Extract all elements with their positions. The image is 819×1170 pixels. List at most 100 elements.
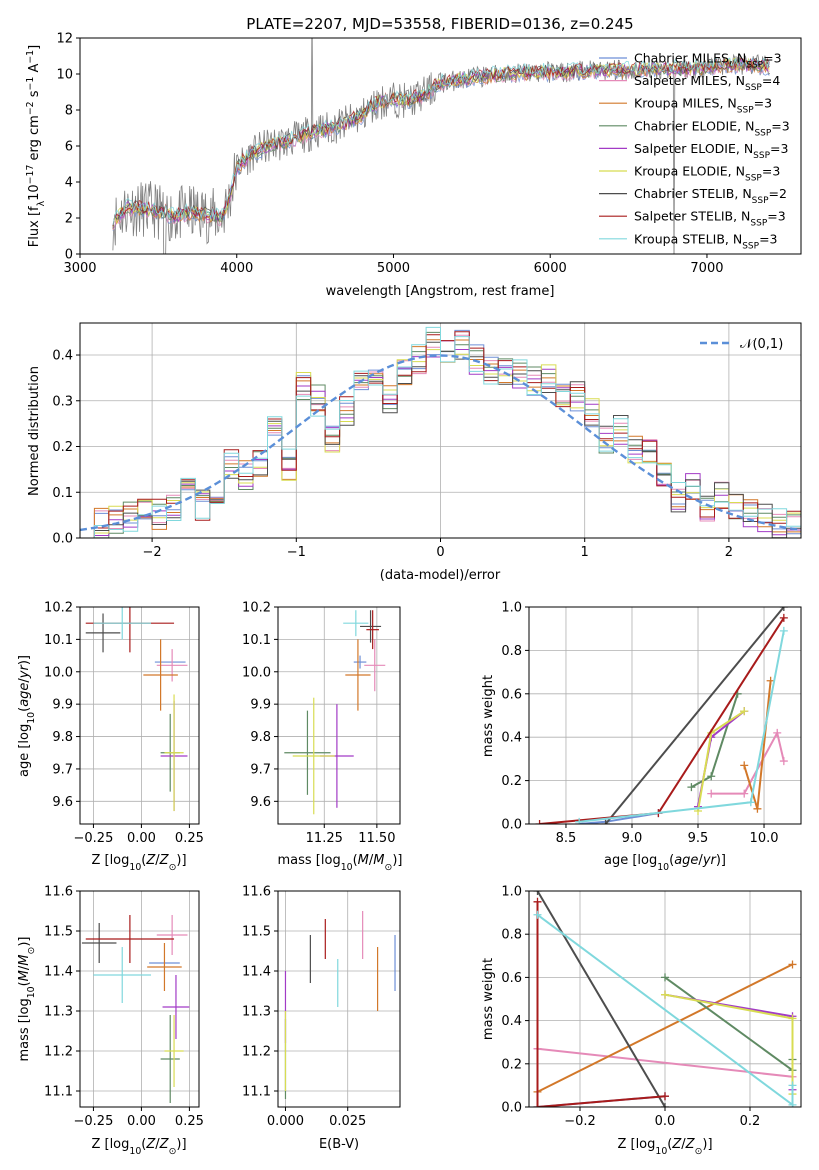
y-tick-label: 0.0 — [501, 1101, 522, 1116]
label-part: ⊙ — [385, 862, 393, 873]
label-part: log — [17, 998, 32, 1018]
label-part: Z — [159, 853, 170, 868]
figure-title: PLATE=2207, MJD=53558, FIBERID=0136, z=0… — [246, 15, 633, 33]
weight-line — [536, 901, 666, 1107]
label-part: 10 — [341, 862, 353, 873]
panel-mass_vs_EBV: 0.000 0.025 11.1 11.2 11.3 11.4 11.5 11.6 E(B-V) — [242, 885, 401, 1152]
y-axis-label: mass [log10(M/M⊙)] — [17, 936, 37, 1061]
label-part: Kroupa MILES, — [634, 96, 727, 111]
label-part: Salpeter STELIB, — [634, 209, 741, 224]
y-tick-label: 9.7 — [52, 762, 73, 777]
weight-marker — [661, 990, 669, 999]
y-tick-label: 9.6 — [52, 795, 73, 810]
x-tick-label: −0.25 — [74, 1114, 114, 1129]
label-part: −1 — [25, 77, 36, 91]
label-part: Z [ — [91, 853, 109, 868]
label-part: M — [373, 853, 384, 868]
y-tick-label: 11.6 — [44, 885, 73, 900]
weight-line — [537, 963, 793, 1093]
y-tick-label: 0.1 — [52, 486, 73, 501]
y-tick-label: 11.4 — [44, 965, 73, 980]
axes-frame — [277, 606, 401, 825]
y-tick-label: 11.2 — [44, 1045, 73, 1060]
x-tick-label: 3000 — [63, 261, 96, 276]
weight-marker — [687, 783, 696, 792]
label-part: N — [736, 73, 745, 88]
y-tick-label: 0.8 — [501, 644, 522, 659]
axes-frame — [79, 606, 200, 825]
y-axis-label: mass weight — [481, 675, 496, 757]
plot-area — [112, 38, 771, 254]
label-part: SSP — [737, 106, 754, 116]
weight-marker — [746, 798, 755, 807]
label-part: Z — [159, 1137, 170, 1152]
panel-spectrum: 3000 4000 5000 6000 7000 0 2 4 6 8 10 12 Chabrier MI… — [25, 32, 802, 299]
label-part: N — [741, 209, 750, 224]
x-tick-label: 0.00 — [127, 831, 156, 846]
x-tick-label: 9.0 — [622, 831, 643, 846]
x-axis-label: Z [log10(Z/Z⊙)] — [91, 853, 186, 873]
panel-residuals: −2 −1 0 1 2 0.0 0.1 0.2 0.3 0.4 𝒩(0,1) (data-model)… — [27, 322, 802, 583]
label-part: ( — [353, 853, 358, 868]
label-part: =3 — [754, 96, 772, 111]
y-tick-label: 10.1 — [44, 633, 73, 648]
x-tick-label: −2 — [143, 545, 162, 560]
label-part: 10 — [655, 1146, 667, 1157]
y-tick-label: 11.1 — [44, 1085, 73, 1100]
plot-background — [278, 607, 400, 824]
weight-marker — [707, 772, 716, 781]
x-axis-label: age [log10(age/yr)] — [604, 853, 726, 873]
legend-label: Salpeter MILES, NSSP=4 — [634, 73, 780, 93]
weight-marker — [661, 1092, 669, 1101]
label-part: age [ — [17, 744, 32, 777]
label-part: )] — [702, 1137, 712, 1152]
y-tick-label: 11.3 — [242, 1005, 271, 1020]
y-tick-label: 11.6 — [242, 885, 271, 900]
weight-marker — [575, 817, 584, 824]
y-tick-label: 0.0 — [52, 532, 73, 547]
label-part: Z — [145, 1137, 156, 1152]
x-axis-label: E(B-V) — [319, 1137, 359, 1152]
label-part: Salpeter ELODIE, — [634, 141, 744, 156]
x-tick-label: 0.25 — [175, 831, 204, 846]
label-part: yr — [17, 663, 32, 679]
label-part: N — [727, 96, 736, 111]
weight-marker — [533, 891, 542, 895]
y-tick-label: 2 — [65, 212, 73, 227]
weight-marker — [779, 607, 788, 611]
x-tick-label: 8.5 — [556, 831, 577, 846]
label-part: λ — [36, 200, 47, 206]
label-part: ⊙ — [169, 1146, 177, 1157]
weight-marker — [533, 897, 542, 906]
axes-frame — [277, 890, 401, 1108]
weight-line — [536, 891, 666, 1107]
plot-area — [85, 607, 188, 812]
weight-marker — [533, 910, 542, 919]
label-part: Chabrier ELODIE, — [634, 118, 745, 133]
model-spectrum-line — [112, 57, 770, 226]
plot-area — [533, 891, 797, 1107]
label-part: 10 — [27, 184, 42, 201]
y-tick-label: 11.5 — [44, 925, 73, 940]
panel-weight_vs_age: 8.5 9.0 9.5 10.0 0.0 0.2 0.4 0.6 0.8 1.0 age [log1… — [481, 601, 802, 873]
y-tick-label: 8 — [65, 104, 73, 119]
label-part: )] — [17, 936, 32, 946]
weight-marker — [788, 1014, 797, 1023]
histogram-step — [80, 326, 801, 538]
label-part: Salpeter MILES, — [634, 73, 736, 88]
label-part: A — [27, 64, 42, 77]
label-part: =3 — [771, 118, 789, 133]
weight-marker — [740, 707, 749, 716]
y-tick-label: 12 — [56, 32, 73, 47]
label-part: Z [ — [91, 1137, 109, 1152]
x-tick-label: 0.000 — [267, 1114, 304, 1129]
weight-marker — [788, 960, 797, 969]
label-part: yr — [702, 853, 718, 868]
plot-area — [284, 610, 386, 815]
label-part: ⊙ — [169, 862, 177, 873]
y-tick-label: 9.6 — [250, 795, 271, 810]
label-part: SSP — [745, 83, 762, 93]
label-part: N — [736, 164, 745, 179]
y-axis-label: mass weight — [481, 958, 496, 1040]
